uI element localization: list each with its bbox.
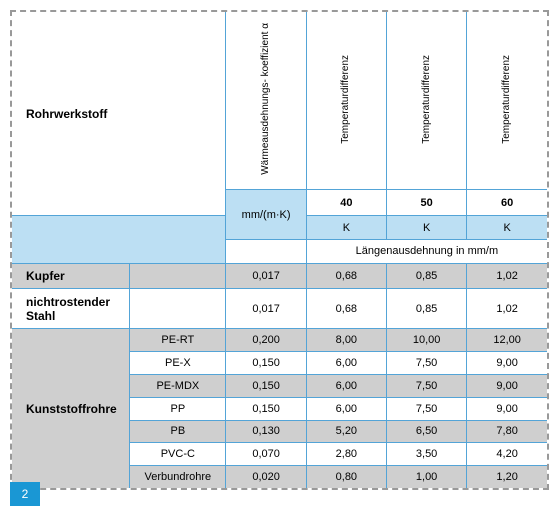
header-material-unit-gap xyxy=(12,216,226,264)
value-cell: 7,50 xyxy=(386,397,466,420)
header-coefficient: Wärmeausdehnungs- koeffizient α xyxy=(226,12,306,190)
table-row: Kupfer 0,0170,680,851,02 xyxy=(12,263,547,288)
value-cell: 6,00 xyxy=(306,397,386,420)
subtype-cell: PVC-C xyxy=(130,443,226,466)
subtype-cell: PE-X xyxy=(130,352,226,375)
header-coef-gap xyxy=(226,240,306,264)
value-cell: 6,50 xyxy=(386,420,466,443)
coefficient-cell: 0,200 xyxy=(226,329,306,352)
header-temp-60: 60 xyxy=(467,190,547,216)
header-tempdiff-2: Temperaturdifferenz xyxy=(386,12,466,190)
header-tempdiff-3: Temperaturdifferenz xyxy=(467,12,547,190)
coefficient-cell: 0,130 xyxy=(226,420,306,443)
value-cell: 8,00 xyxy=(306,329,386,352)
value-cell: 1,00 xyxy=(386,466,466,488)
value-cell: 0,85 xyxy=(386,288,466,328)
header-unit-k3: K xyxy=(467,216,547,240)
value-cell: 1,02 xyxy=(467,288,547,328)
value-cell: 4,20 xyxy=(467,443,547,466)
value-cell: 1,20 xyxy=(467,466,547,488)
coefficient-cell: 0,070 xyxy=(226,443,306,466)
value-cell: 3,50 xyxy=(386,443,466,466)
value-cell: 6,00 xyxy=(306,374,386,397)
value-cell: 1,02 xyxy=(467,263,547,288)
header-unit-k2: K xyxy=(386,216,466,240)
header-temp-40: 40 xyxy=(306,190,386,216)
header-material: Rohrwerkstoff xyxy=(12,12,226,216)
value-cell: 9,00 xyxy=(467,397,547,420)
value-cell: 5,20 xyxy=(306,420,386,443)
value-cell: 9,00 xyxy=(467,352,547,375)
value-cell: 10,00 xyxy=(386,329,466,352)
table-frame: Rohrwerkstoff Wärmeausdehnungs- koeffizi… xyxy=(10,10,549,490)
header-expansion-label: Längenausdehnung in mm/m xyxy=(306,240,547,264)
value-cell: 9,00 xyxy=(467,374,547,397)
value-cell: 7,50 xyxy=(386,352,466,375)
expansion-table: Rohrwerkstoff Wärmeausdehnungs- koeffizi… xyxy=(12,12,547,488)
figure-number-badge: 2 xyxy=(10,482,40,506)
value-cell: 0,68 xyxy=(306,288,386,328)
header-tempdiff-1: Temperaturdifferenz xyxy=(306,12,386,190)
group-label: nichtrostender Stahl xyxy=(12,288,130,328)
table-row: nichtrostender Stahl 0,0170,680,851,02 xyxy=(12,288,547,328)
subtype-cell: PE-RT xyxy=(130,329,226,352)
subtype-cell: PB xyxy=(130,420,226,443)
table-row: KunststoffrohrePE-RT0,2008,0010,0012,00 xyxy=(12,329,547,352)
value-cell: 2,80 xyxy=(306,443,386,466)
value-cell: 0,85 xyxy=(386,263,466,288)
subtype-cell: PE-MDX xyxy=(130,374,226,397)
coefficient-cell: 0,017 xyxy=(226,263,306,288)
coefficient-cell: 0,150 xyxy=(226,352,306,375)
value-cell: 0,68 xyxy=(306,263,386,288)
coefficient-cell: 0,150 xyxy=(226,397,306,420)
group-label: Kunststoffrohre xyxy=(12,329,130,488)
subtype-cell: Verbundrohre xyxy=(130,466,226,488)
header-unit-k1: K xyxy=(306,216,386,240)
header-coef-unit: mm/(m·K) xyxy=(226,190,306,240)
coefficient-cell: 0,017 xyxy=(226,288,306,328)
value-cell: 12,00 xyxy=(467,329,547,352)
value-cell: 6,00 xyxy=(306,352,386,375)
value-cell: 7,80 xyxy=(467,420,547,443)
subtype-cell xyxy=(130,288,226,328)
subtype-cell xyxy=(130,263,226,288)
coefficient-cell: 0,020 xyxy=(226,466,306,488)
coefficient-cell: 0,150 xyxy=(226,374,306,397)
value-cell: 0,80 xyxy=(306,466,386,488)
group-label: Kupfer xyxy=(12,263,130,288)
value-cell: 7,50 xyxy=(386,374,466,397)
subtype-cell: PP xyxy=(130,397,226,420)
header-temp-50: 50 xyxy=(386,190,466,216)
